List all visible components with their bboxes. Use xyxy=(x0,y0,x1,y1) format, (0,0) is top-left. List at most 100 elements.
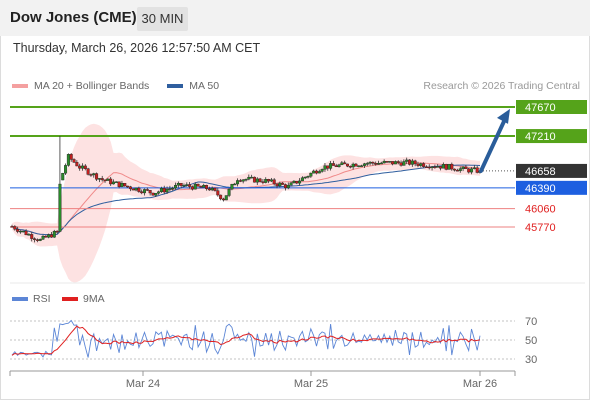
candle-body xyxy=(247,176,251,180)
candle-body xyxy=(126,185,130,188)
timeframe-button[interactable]: 30 MIN xyxy=(137,7,188,31)
candle-body xyxy=(95,173,99,180)
candle-body xyxy=(303,176,307,179)
candle-body xyxy=(55,231,59,233)
candle-body xyxy=(18,230,22,233)
candle-body xyxy=(419,163,423,166)
candle-body xyxy=(227,188,231,196)
candle-body xyxy=(391,161,395,165)
candle-body xyxy=(455,169,459,172)
candle-body xyxy=(128,186,132,190)
candle-body xyxy=(35,239,39,241)
candle-body xyxy=(100,178,104,181)
candle-body xyxy=(408,159,412,165)
candle-body xyxy=(44,235,48,238)
candle-body xyxy=(41,235,45,240)
candle-body xyxy=(83,165,87,169)
candle-body xyxy=(236,180,240,185)
candle-body xyxy=(213,187,217,191)
candle-body xyxy=(326,165,330,169)
candle-body xyxy=(221,198,225,201)
candle-body xyxy=(334,165,338,168)
candle-body xyxy=(379,162,383,165)
candle-body xyxy=(16,229,20,232)
candle-body xyxy=(185,184,189,186)
candle-body xyxy=(199,186,203,188)
price-label-47670: 47670 xyxy=(525,102,556,114)
ma9-legend-label: 9MA xyxy=(83,293,105,305)
candle-body xyxy=(219,194,223,200)
candle-body xyxy=(382,161,386,164)
bb-legend-swatch xyxy=(12,84,28,88)
price-label-46060: 46060 xyxy=(525,204,556,216)
candle-body xyxy=(402,161,406,166)
candle-body xyxy=(86,168,90,175)
candle-body xyxy=(450,163,454,170)
candle-body xyxy=(103,179,107,182)
candle-body xyxy=(30,234,34,239)
candle-body xyxy=(436,166,440,168)
candle-body xyxy=(154,193,158,196)
rsi-ma9-line xyxy=(11,325,481,356)
candle-body xyxy=(365,163,369,165)
candle-body xyxy=(385,161,389,163)
candle-body xyxy=(309,172,313,177)
candle-body xyxy=(182,185,186,187)
candle-body xyxy=(61,172,65,181)
timestamp: Thursday, March 26, 2026 12:57:50 AM CET xyxy=(13,41,261,55)
candle-body xyxy=(205,185,209,189)
candle-body xyxy=(47,234,51,238)
candle-body xyxy=(80,165,84,169)
candle-body xyxy=(275,183,279,187)
candle-body xyxy=(69,154,73,160)
candle-body xyxy=(137,187,141,192)
candle-body xyxy=(159,188,163,192)
candle-body xyxy=(66,154,70,166)
candle-body xyxy=(10,226,14,228)
candle-body xyxy=(416,163,420,166)
candle-body xyxy=(331,163,335,166)
candle-body xyxy=(413,160,417,165)
candle-body xyxy=(89,174,93,176)
candle-body xyxy=(250,176,254,179)
candle-body xyxy=(109,178,113,185)
bollinger-band xyxy=(12,123,480,283)
candle-body xyxy=(312,170,316,174)
candle-body xyxy=(92,173,96,176)
candle-body xyxy=(24,230,28,236)
candle-body xyxy=(388,161,392,163)
candle-body xyxy=(238,180,242,182)
candle-body xyxy=(157,191,161,194)
candle-body xyxy=(298,180,302,184)
candle-body xyxy=(286,184,290,189)
candle-body xyxy=(114,181,118,183)
price-label-46658: 46658 xyxy=(525,166,556,178)
candle-body xyxy=(75,162,79,167)
price-label-45770: 45770 xyxy=(525,222,556,234)
candle-body xyxy=(252,176,256,183)
candle-body xyxy=(210,187,214,191)
candle-body xyxy=(179,183,183,186)
candle-body xyxy=(267,179,271,182)
ma50-legend-label: MA 50 xyxy=(189,80,220,92)
candle-body xyxy=(123,183,127,187)
candle-body xyxy=(424,166,428,168)
candle-body xyxy=(453,168,457,171)
candle-body xyxy=(340,162,344,165)
candle-body xyxy=(357,165,361,167)
candle-body xyxy=(120,183,124,187)
candle-body xyxy=(306,176,310,178)
price-label-box xyxy=(516,129,587,144)
candle-body xyxy=(433,166,437,168)
candle-body xyxy=(52,231,56,238)
candle-body xyxy=(393,161,397,165)
candle-body xyxy=(377,163,381,165)
candle-body xyxy=(278,182,282,187)
candle-body xyxy=(216,190,220,196)
candle-body xyxy=(374,163,378,165)
candle-body xyxy=(317,171,321,174)
candle-body xyxy=(283,184,287,189)
candle-body xyxy=(405,159,409,162)
candle-body xyxy=(281,182,285,185)
